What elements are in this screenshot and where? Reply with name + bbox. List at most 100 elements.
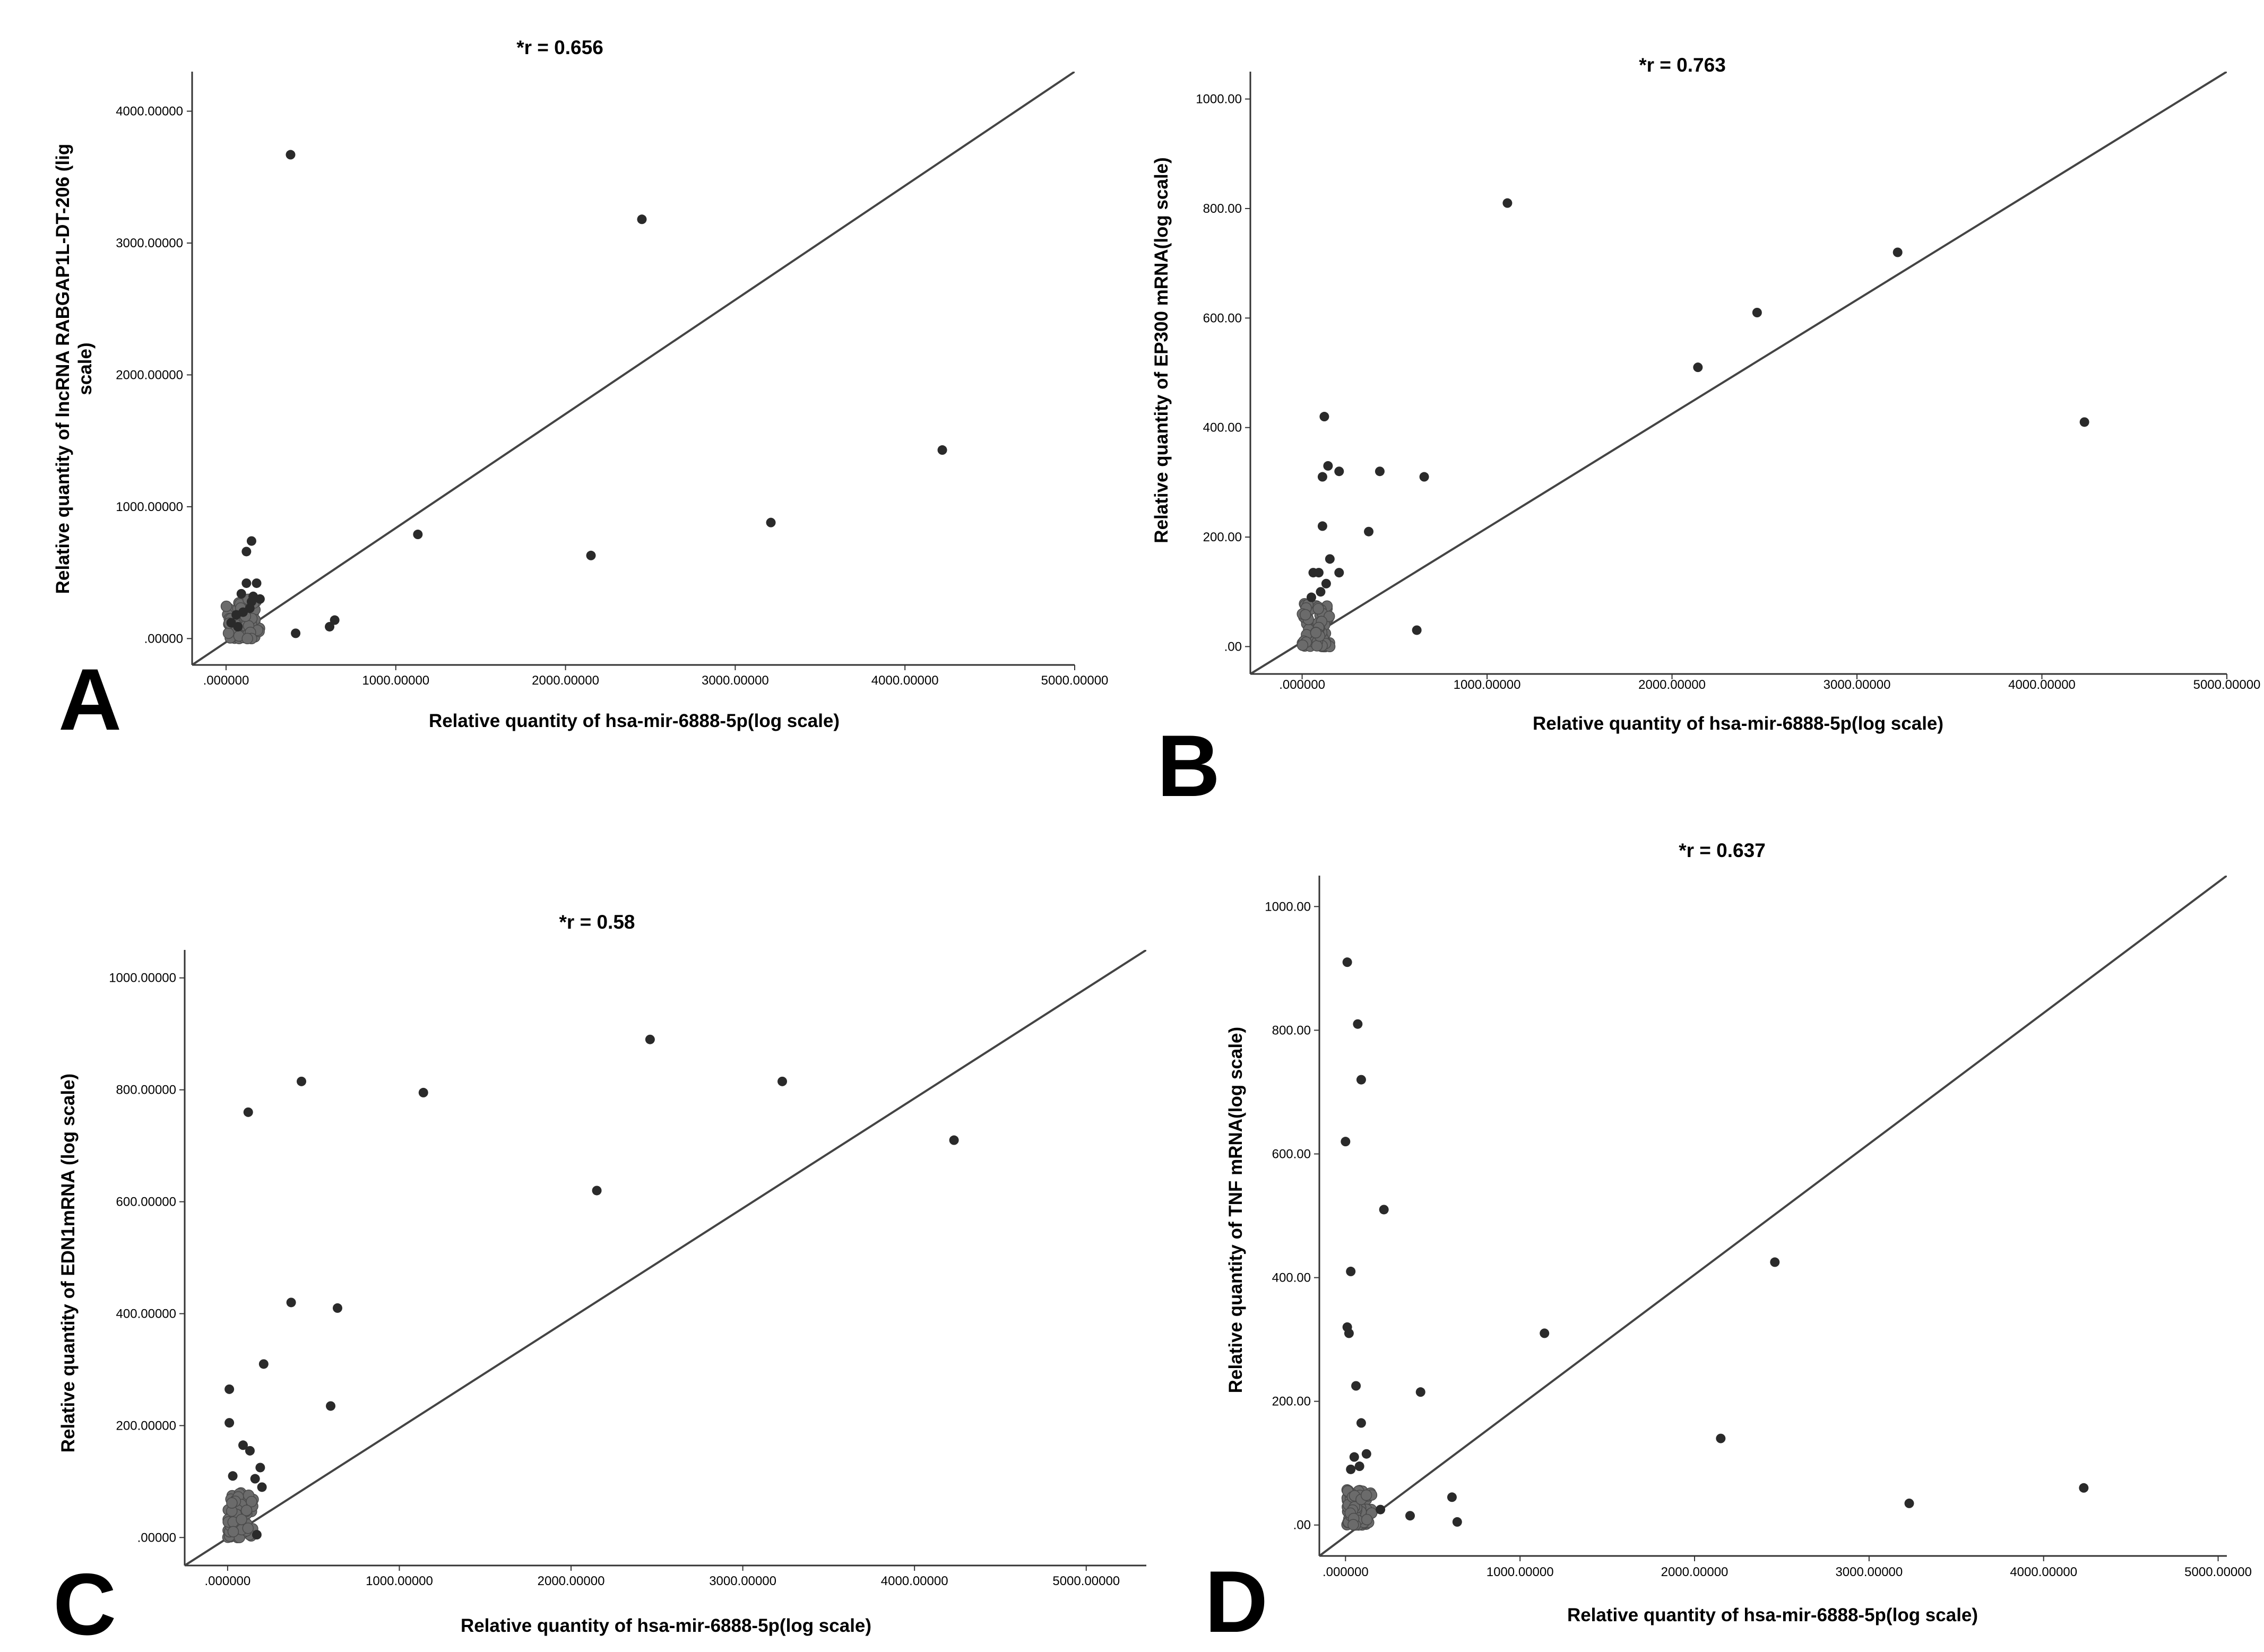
data-point bbox=[224, 1418, 235, 1428]
cluster-point bbox=[242, 1522, 254, 1534]
data-point bbox=[1334, 466, 1344, 477]
x-tick-label: 3000.00000 bbox=[709, 1574, 776, 1588]
cluster-point bbox=[226, 1497, 238, 1509]
y-axis-title: Relative quantity of EDN1mRNA (log scale… bbox=[58, 1074, 79, 1452]
data-point bbox=[245, 1446, 255, 1456]
data-point bbox=[1904, 1498, 1914, 1508]
cluster-point bbox=[246, 1495, 257, 1508]
data-point bbox=[243, 1107, 253, 1117]
chart-title: *r = 0.656 bbox=[516, 37, 603, 58]
data-point bbox=[1693, 362, 1703, 373]
data-point bbox=[413, 530, 423, 540]
data-point bbox=[252, 1530, 262, 1539]
chart-title: *r = 0.58 bbox=[559, 911, 635, 933]
y-tick-label: 1000.00000 bbox=[116, 500, 183, 514]
x-axis-title: Relative quantity of hsa-mir-6888-5p(log… bbox=[461, 1615, 871, 1636]
y-tick-label: 1000.00 bbox=[1196, 92, 1242, 107]
data-point bbox=[1349, 1452, 1359, 1462]
y-tick-label: 400.00 bbox=[1203, 421, 1242, 435]
data-point bbox=[766, 517, 776, 527]
y-tick-label: 600.00 bbox=[1272, 1147, 1311, 1161]
data-point bbox=[1356, 1075, 1366, 1085]
reference-line bbox=[1250, 72, 2227, 674]
data-point bbox=[2079, 1483, 2089, 1493]
data-point bbox=[949, 1135, 959, 1145]
panel-letter: C bbox=[53, 1555, 116, 1652]
x-tick-label: 2000.00000 bbox=[538, 1574, 605, 1588]
x-tick-label: 2000.00000 bbox=[1638, 678, 1706, 692]
data-point bbox=[257, 1482, 267, 1492]
data-point bbox=[236, 589, 246, 599]
cluster-point bbox=[220, 600, 232, 612]
x-tick-label: 1000.00000 bbox=[1454, 678, 1521, 692]
y-tick-label: 4000.00000 bbox=[116, 105, 183, 119]
x-tick-label: 1000.00000 bbox=[362, 673, 429, 688]
y-tick-label: .00 bbox=[1224, 639, 1242, 654]
cluster-point bbox=[222, 627, 235, 639]
data-point bbox=[1307, 592, 1316, 602]
panel-letter: D bbox=[1205, 1553, 1268, 1650]
y-tick-label: 1000.00000 bbox=[109, 971, 176, 985]
x-tick-label: 4000.00000 bbox=[871, 673, 939, 688]
data-point bbox=[777, 1076, 788, 1086]
data-point bbox=[1405, 1511, 1415, 1521]
data-point bbox=[1415, 1387, 1425, 1397]
y-axis-title-line: Relative quantity of TNF mRNA(log scale) bbox=[1225, 1027, 1246, 1393]
data-point bbox=[1321, 578, 1331, 589]
data-point bbox=[250, 1474, 260, 1484]
reference-line bbox=[1319, 876, 2227, 1556]
panel-c: .000000 1000.00000 2000.00000 3000.00000 400… bbox=[53, 911, 1146, 1652]
y-tick-label: 400.00 bbox=[1272, 1271, 1311, 1285]
data-point bbox=[286, 1298, 296, 1308]
x-tick-label: .000000 bbox=[1279, 678, 1325, 692]
cluster-point bbox=[236, 1513, 247, 1526]
data-point bbox=[1376, 1504, 1386, 1515]
x-tick-label: 3000.00000 bbox=[1824, 678, 1891, 692]
data-point bbox=[1452, 1517, 1462, 1527]
data-point bbox=[1344, 1328, 1354, 1338]
data-point bbox=[1353, 1019, 1363, 1029]
y-tick-label: .00000 bbox=[137, 1530, 176, 1545]
data-point bbox=[1341, 1137, 1351, 1147]
data-point bbox=[238, 1440, 248, 1450]
cluster-point bbox=[1311, 640, 1323, 652]
x-tick-label: 1000.00000 bbox=[366, 1574, 433, 1588]
panel-d: .000000 1000.00000 2000.00000 3000.00000 400… bbox=[1205, 840, 2252, 1650]
data-point bbox=[241, 547, 252, 557]
cluster-point bbox=[1312, 603, 1324, 615]
data-point bbox=[1323, 461, 1333, 471]
reference-line bbox=[192, 72, 1075, 665]
data-point bbox=[1419, 472, 1429, 482]
y-tick-label: 3000.00000 bbox=[116, 236, 183, 250]
y-tick-label: .00 bbox=[1293, 1518, 1311, 1533]
data-point bbox=[224, 1384, 235, 1394]
cluster-point bbox=[1361, 1513, 1373, 1526]
data-point bbox=[1342, 957, 1352, 967]
x-tick-label: 3000.00000 bbox=[702, 673, 769, 688]
data-point bbox=[637, 214, 647, 224]
cluster-point bbox=[1299, 609, 1311, 621]
y-axis-title: Relative quantity of TNF mRNA(log scale) bbox=[1225, 1027, 1246, 1393]
chart-title: *r = 0.763 bbox=[1639, 54, 1726, 76]
data-point bbox=[252, 578, 262, 588]
cluster-point bbox=[1360, 1489, 1372, 1501]
cluster-point bbox=[227, 1526, 239, 1537]
data-point bbox=[1502, 198, 1513, 208]
data-point bbox=[1770, 1257, 1780, 1267]
x-tick-label: 2000.00000 bbox=[1661, 1565, 1729, 1579]
cluster-point bbox=[1347, 1519, 1359, 1530]
panel-a: .000000 1000.00000 2000.00000 3000.00000 400… bbox=[53, 37, 1108, 748]
x-tick-label: 5000.00000 bbox=[1041, 673, 1109, 688]
data-point bbox=[332, 1303, 342, 1313]
panel-letter: B bbox=[1157, 717, 1220, 815]
y-tick-label: 600.00 bbox=[1203, 311, 1242, 325]
data-point bbox=[1356, 1418, 1366, 1428]
data-point bbox=[1540, 1328, 1550, 1338]
x-tick-label: 4000.00000 bbox=[2008, 678, 2076, 692]
data-point bbox=[1361, 1449, 1371, 1459]
y-axis-title-line: Relative quantity of EDN1mRNA (log scale… bbox=[58, 1074, 79, 1452]
data-point bbox=[291, 628, 301, 638]
data-point bbox=[1412, 625, 1422, 635]
y-tick-label: 800.00000 bbox=[116, 1083, 176, 1097]
y-tick-label: 200.00 bbox=[1272, 1395, 1311, 1409]
